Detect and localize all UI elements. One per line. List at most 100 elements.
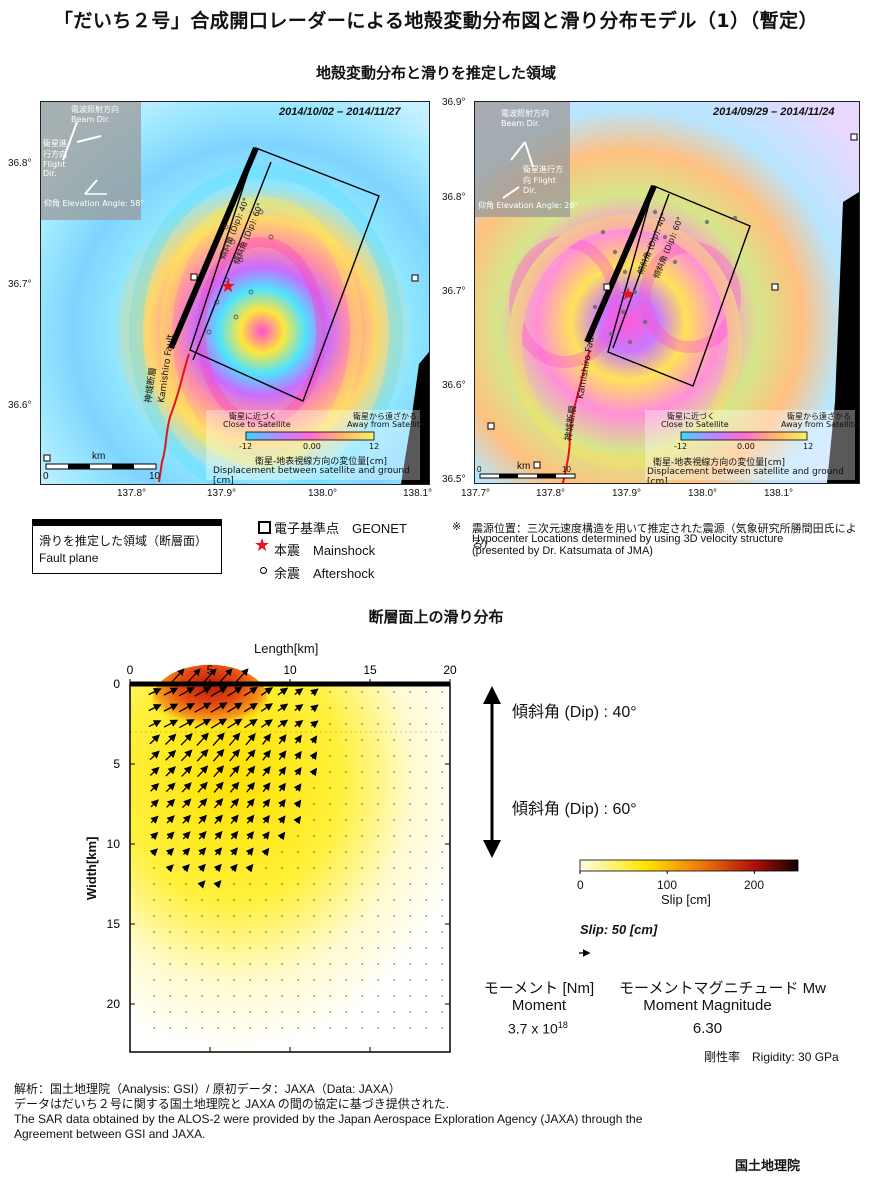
colorbar-left-far-en: Away from Satellite [347, 420, 425, 429]
slip-vector [212, 748, 225, 762]
slip-vector-dot [425, 771, 427, 773]
y-tick-label: 15 [107, 917, 121, 931]
slip-vector-dot [393, 963, 395, 965]
slip-colorbar-tick-200: 200 [744, 878, 765, 892]
slip-vector-dot [201, 1011, 203, 1013]
slip-vector-dot [329, 979, 331, 981]
colorbar-left-near-jp: 衛星に近づく [229, 412, 277, 421]
slip-vector-dot [169, 947, 171, 949]
slip-vector-dot [281, 851, 283, 853]
slip-vector-dot [345, 819, 347, 821]
map-left-scale-label: km [92, 451, 106, 462]
slip-vector-dot [297, 963, 299, 965]
slip-vector-dot [249, 947, 251, 949]
slip-vector-dot [313, 819, 315, 821]
colorbar-right-near-en: Close to Satellite [661, 420, 729, 429]
slip-vector [198, 830, 207, 840]
slip-vector-dot [201, 979, 203, 981]
slip-vector-dot [201, 963, 203, 965]
footer-line-4: Agreement between GSI and JAXA. [14, 1127, 206, 1141]
slip-vector-dot [281, 883, 283, 885]
slip-vector [213, 781, 224, 793]
slip-vector-dot [361, 979, 363, 981]
slip-colorbar-tick-100: 100 [657, 878, 678, 892]
slip-vector [166, 815, 175, 824]
slip-vector-dot [345, 915, 347, 917]
slip-vector [163, 719, 179, 728]
moment-mantissa: 3.7 x 10 [508, 1020, 558, 1037]
x-tick-label: 20 [443, 663, 457, 677]
slip-vector-dot [265, 979, 267, 981]
slip-vector-dot [233, 947, 235, 949]
slip-vector-dot [313, 835, 315, 837]
slip-vector-dot [217, 979, 219, 981]
slip-vector-dot [377, 947, 379, 949]
slip-vector-dot [425, 995, 427, 997]
slip-vector [165, 766, 176, 777]
moment-exponent: 18 [557, 1020, 568, 1030]
magnitude-label-en: Moment Magnitude [643, 997, 772, 1014]
lat-tick-right-3: 36.6° [442, 380, 466, 391]
slip-vector-dot [185, 899, 187, 901]
slip-vector-dot [153, 915, 155, 917]
slip-vector-dot [265, 1011, 267, 1013]
slip-vector [198, 814, 208, 824]
slip-vector [293, 767, 302, 776]
slip-colorbar-label: Slip [cm] [661, 892, 711, 907]
slip-vector-dot [361, 771, 363, 773]
rigidity: 剛性率 Rigidity: 30 GPa [704, 1050, 839, 1064]
slip-vector-dot [313, 931, 315, 933]
slip-vector [165, 864, 174, 873]
slip-vector-dot [169, 1011, 171, 1013]
slip-vector-dot [377, 995, 379, 997]
slip-vector-dot [425, 691, 427, 693]
interferogram-left-svg: ★ [41, 102, 429, 484]
slip-vector [293, 783, 302, 792]
colorbar-right-max: 12 [803, 442, 814, 451]
slip-vector-dot [313, 1011, 315, 1013]
lon-tick-left-3: 138.1° [403, 488, 433, 499]
slip-vector [245, 733, 256, 746]
lon-tick-right-2: 137.9° [612, 488, 642, 499]
slip-vector-dot [377, 691, 379, 693]
map-right-scale-10: 10 [562, 465, 571, 474]
slip-ylabel: Width[km] [84, 836, 99, 900]
slip-vector-dot [393, 899, 395, 901]
slip-vector-dot [169, 1027, 171, 1029]
slip-vector [310, 688, 319, 697]
slip-vector [261, 733, 272, 745]
slip-vector [197, 798, 208, 809]
slip-vector-dot [393, 803, 395, 805]
slip-vector-dot [361, 739, 363, 741]
slip-vector-dot [441, 963, 443, 965]
slip-vector-dot [345, 691, 347, 693]
slip-vector-dot [441, 995, 443, 997]
colorbar-right-mid: 0.00 [737, 442, 755, 451]
lon-tick-left-2: 138.0° [308, 488, 338, 499]
slip-vector-dot [249, 1027, 251, 1029]
footer-line-2: データはだいち２号に関する国土地理院と JAXA の間の協定に基づき提供された. [14, 1097, 450, 1111]
slip-vector-surface [219, 668, 233, 683]
slip-vector-dot [169, 931, 171, 933]
reference-arrow-label: Slip: 50 [cm] [580, 922, 658, 937]
slip-vector-dot [329, 1027, 331, 1029]
slip-vector-dot [441, 979, 443, 981]
slip-vector-dot [345, 787, 347, 789]
slip-vector [178, 687, 196, 697]
slip-vector [293, 815, 302, 825]
map-left-flight-label: 衛星進行方向 Flight Dir. [43, 139, 67, 178]
slip-vector [294, 687, 304, 696]
interferogram-right-svg: ★ [475, 102, 859, 483]
slip-vector-dot [441, 691, 443, 693]
slip-vector [197, 863, 206, 873]
slip-vector-dot [361, 835, 363, 837]
slip-vector-dot [361, 995, 363, 997]
slip-vector-dot [409, 1027, 411, 1029]
y-tick-label: 10 [107, 837, 121, 851]
slip-vector-dot [233, 1027, 235, 1029]
slip-vector-dot [329, 755, 331, 757]
slip-vector-dot [377, 787, 379, 789]
slip-vector-dot [281, 1011, 283, 1013]
slip-vector-dot [425, 979, 427, 981]
